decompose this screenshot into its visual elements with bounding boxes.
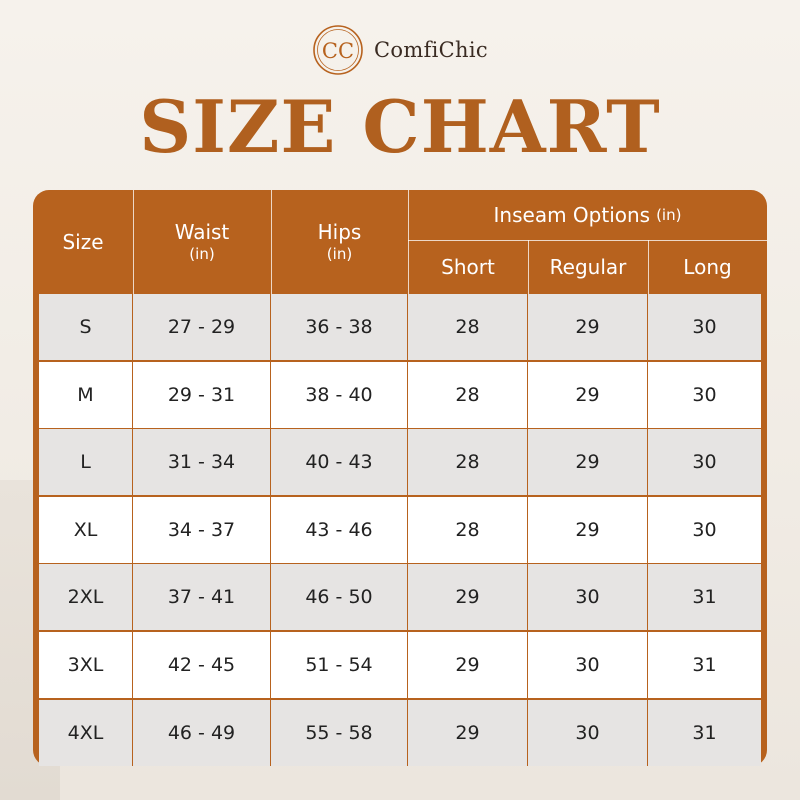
table-row: S 27 - 29 36 - 38 28 29 30	[39, 294, 761, 360]
cell-short: 29	[408, 564, 528, 631]
brand-logo-letters: CC	[322, 39, 354, 63]
cell-regular: 30	[528, 699, 648, 766]
table-row: 2XL 37 - 41 46 - 50 29 30 31	[39, 564, 761, 631]
table-body: S 27 - 29 36 - 38 28 29 30 M 29 - 31 38 …	[39, 294, 761, 766]
size-chart-table: Size Waist (in) Hips (in) Inseam Options…	[33, 190, 767, 766]
cell-long: 31	[648, 699, 761, 766]
header-size-label: Size	[62, 230, 104, 254]
header-waist-label: Waist	[174, 220, 230, 244]
cell-waist: 42 - 45	[133, 632, 271, 698]
cell-hips: 51 - 54	[271, 632, 408, 698]
brand-header: CC ComfiChic	[0, 22, 800, 78]
cell-waist: 31 - 34	[133, 429, 271, 496]
header-short: Short	[408, 240, 528, 294]
table-row: L 31 - 34 40 - 43 28 29 30	[39, 429, 761, 496]
cell-waist: 27 - 29	[133, 294, 271, 360]
header-divider	[528, 240, 529, 294]
header-hips-unit: (in)	[326, 245, 353, 263]
cell-long: 31	[648, 632, 761, 698]
cell-hips: 38 - 40	[271, 361, 408, 428]
cell-hips: 55 - 58	[271, 699, 408, 766]
table-row: 4XL 46 - 49 55 - 58 29 30 31	[39, 699, 761, 766]
brand-logo-icon: CC	[313, 25, 363, 75]
header-short-label: Short	[441, 255, 495, 279]
table-row: M 29 - 31 38 - 40 28 29 30	[39, 361, 761, 428]
cell-regular: 30	[528, 564, 648, 631]
header-waist: Waist (in)	[133, 190, 271, 294]
cell-regular: 29	[528, 429, 648, 496]
cell-short: 28	[408, 496, 528, 563]
header-long-label: Long	[683, 255, 732, 279]
header-regular: Regular	[528, 240, 648, 294]
header-divider	[408, 240, 767, 241]
cell-short: 28	[408, 294, 528, 360]
cell-short: 28	[408, 361, 528, 428]
header-hips: Hips (in)	[271, 190, 408, 294]
cell-hips: 43 - 46	[271, 496, 408, 563]
header-inseam: Inseam Options (in)	[408, 190, 767, 240]
cell-waist: 37 - 41	[133, 564, 271, 631]
cell-waist: 34 - 37	[133, 496, 271, 563]
cell-regular: 29	[528, 294, 648, 360]
cell-waist: 29 - 31	[133, 361, 271, 428]
cell-regular: 29	[528, 361, 648, 428]
cell-size: L	[39, 429, 133, 496]
cell-long: 30	[648, 496, 761, 563]
cell-short: 29	[408, 632, 528, 698]
cell-regular: 29	[528, 496, 648, 563]
header-long: Long	[648, 240, 767, 294]
brand-name: ComfiChic	[374, 38, 488, 62]
header-size: Size	[33, 190, 133, 294]
cell-size: 3XL	[39, 632, 133, 698]
cell-long: 30	[648, 429, 761, 496]
cell-hips: 36 - 38	[271, 294, 408, 360]
cell-size: 4XL	[39, 699, 133, 766]
header-divider	[408, 190, 409, 294]
header-hips-label: Hips	[317, 220, 362, 244]
cell-long: 30	[648, 361, 761, 428]
cell-hips: 46 - 50	[271, 564, 408, 631]
table-row: 3XL 42 - 45 51 - 54 29 30 31	[39, 632, 761, 698]
cell-size: 2XL	[39, 564, 133, 631]
header-inseam-unit: (in)	[656, 206, 682, 224]
cell-long: 31	[648, 564, 761, 631]
header-waist-unit: (in)	[189, 245, 215, 263]
header-inseam-label: Inseam Options	[493, 203, 651, 227]
cell-short: 29	[408, 699, 528, 766]
header-divider	[133, 190, 134, 294]
page-title: SIZE CHART	[139, 84, 661, 169]
cell-short: 28	[408, 429, 528, 496]
cell-size: S	[39, 294, 133, 360]
table-row: XL 34 - 37 43 - 46 28 29 30	[39, 496, 761, 563]
cell-size: M	[39, 361, 133, 428]
cell-hips: 40 - 43	[271, 429, 408, 496]
cell-size: XL	[39, 496, 133, 563]
cell-regular: 30	[528, 632, 648, 698]
header-divider	[648, 240, 649, 294]
cell-waist: 46 - 49	[133, 699, 271, 766]
cell-long: 30	[648, 294, 761, 360]
header-divider	[271, 190, 272, 294]
header-regular-label: Regular	[549, 255, 627, 279]
